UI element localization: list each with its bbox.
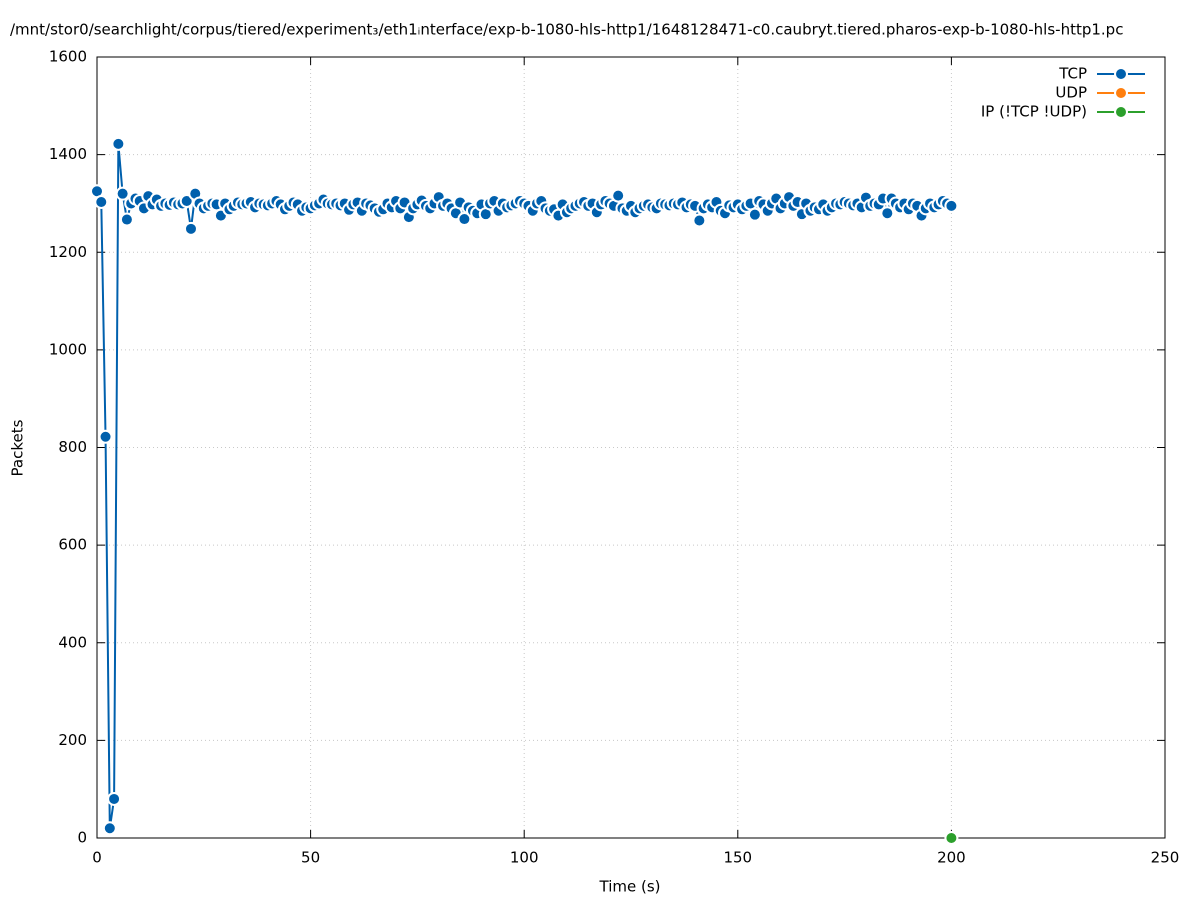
data-point	[880, 206, 895, 221]
chart-title: /mnt/stor0/searchlight/corpus/tiered/exp…	[10, 21, 1123, 39]
x-tick-label: 200	[937, 849, 966, 867]
x-axis-label: Time (s)	[599, 878, 661, 896]
y-tick-label: 0	[77, 829, 87, 847]
data-point	[944, 198, 959, 213]
data-point	[119, 212, 134, 227]
data-point	[457, 212, 472, 227]
legend-marker	[1114, 67, 1128, 81]
data-point	[111, 136, 126, 151]
data-point	[183, 221, 198, 236]
data-point	[102, 821, 117, 836]
data-point	[179, 193, 194, 208]
legend-label: TCP	[1058, 65, 1087, 83]
y-tick-label: 400	[58, 633, 87, 651]
legend-label: IP (!TCP !UDP)	[981, 103, 1087, 121]
data-point	[94, 194, 109, 209]
plot-border	[96, 56, 1166, 839]
x-tick-label: 100	[510, 849, 539, 867]
legend-marker	[1114, 105, 1128, 119]
y-tick-label: 1200	[49, 243, 87, 261]
y-tick-label: 800	[58, 438, 87, 456]
legend-marker	[1114, 86, 1128, 100]
data-point	[115, 186, 130, 201]
y-tick-label: 1600	[49, 48, 87, 66]
x-tick-label: 250	[1151, 849, 1180, 867]
y-axis-label: Packets	[9, 419, 27, 476]
data-point	[107, 791, 122, 806]
y-tick-label: 1400	[49, 145, 87, 163]
data-point	[944, 831, 959, 845]
x-tick-label: 150	[723, 849, 752, 867]
x-tick-label: 50	[301, 849, 320, 867]
data-point	[747, 207, 762, 222]
legend-label: UDP	[1055, 84, 1087, 102]
data-point	[611, 188, 626, 203]
x-tick-label: 0	[92, 849, 102, 867]
y-tick-label: 1000	[49, 340, 87, 358]
y-tick-label: 600	[58, 536, 87, 554]
y-tick-label: 200	[58, 731, 87, 749]
data-point	[98, 429, 113, 444]
data-point	[692, 213, 707, 228]
